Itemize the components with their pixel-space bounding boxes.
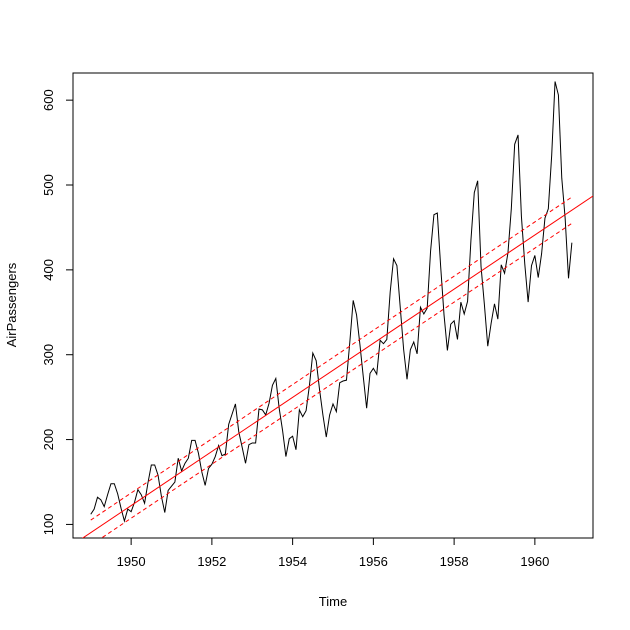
x-tick-label: 1952 xyxy=(197,554,226,569)
fit-upper-band xyxy=(90,196,573,521)
y-axis: 100 200 300 400 500 600 xyxy=(41,89,74,536)
y-tick-label: 200 xyxy=(41,429,56,451)
y-tick-label: 100 xyxy=(41,514,56,536)
x-axis-label: Time xyxy=(319,594,347,609)
plot-area xyxy=(81,81,593,538)
fit-line xyxy=(81,195,593,538)
y-axis-label: AirPassengers xyxy=(4,262,19,347)
y-tick-label: 600 xyxy=(41,89,56,111)
series-line xyxy=(90,81,573,523)
y-tick-label: 400 xyxy=(41,259,56,281)
x-axis: 1950 1952 1954 1956 1958 1960 xyxy=(117,537,549,569)
x-tick-label: 1954 xyxy=(278,554,307,569)
x-tick-label: 1960 xyxy=(520,554,549,569)
x-tick-label: 1958 xyxy=(440,554,469,569)
x-tick-label: 1956 xyxy=(359,554,388,569)
y-tick-label: 300 xyxy=(41,344,56,366)
x-tick-label: 1950 xyxy=(117,554,146,569)
y-tick-label: 500 xyxy=(41,174,56,196)
fit-lower-band xyxy=(100,222,573,538)
